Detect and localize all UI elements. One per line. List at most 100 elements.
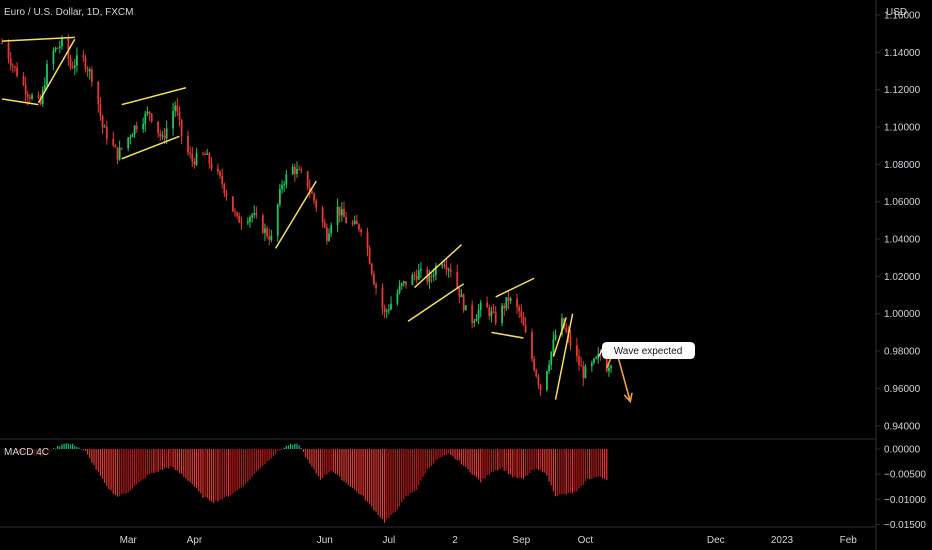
macd-bar <box>189 449 191 483</box>
macd-bar <box>307 449 309 460</box>
macd-bar <box>373 449 375 511</box>
candle-body <box>99 104 102 116</box>
candle-body <box>7 43 10 60</box>
candle-body <box>387 309 390 311</box>
macd-bar <box>108 449 110 490</box>
macd-bar <box>213 449 215 503</box>
macd-bar <box>185 449 187 479</box>
macd-bar <box>266 449 268 462</box>
macd-bar <box>249 449 251 480</box>
macd-bar <box>219 449 221 500</box>
candle-body <box>432 274 435 277</box>
candle-body <box>417 270 420 280</box>
candle-body <box>54 47 57 51</box>
candle-body <box>462 294 465 311</box>
macd-bar <box>351 449 354 489</box>
macd-bar <box>210 449 213 502</box>
macd-bar <box>445 449 448 455</box>
macd-bar <box>569 449 572 493</box>
candle-body <box>193 161 196 165</box>
macd-bar <box>450 449 452 455</box>
candle-body <box>88 69 91 72</box>
macd-bar <box>324 449 326 475</box>
candle-body <box>390 303 392 310</box>
macd-bar <box>392 449 394 514</box>
macd-title[interactable]: MACD 4C <box>4 447 49 458</box>
macd-bar <box>416 449 418 490</box>
candle-body <box>441 264 444 266</box>
macd-bar <box>67 443 69 450</box>
macd-bar <box>559 449 561 495</box>
macd-title-bg <box>0 444 52 457</box>
candle-body <box>456 271 459 289</box>
macd-bar <box>467 449 469 470</box>
macd-bar <box>424 449 426 474</box>
candle-body <box>9 59 12 66</box>
candle-body <box>253 213 256 215</box>
candle-body <box>400 283 403 287</box>
trendline <box>495 277 535 298</box>
candle-body <box>503 305 506 309</box>
macd-bar <box>574 449 576 492</box>
macd-bar <box>488 449 490 475</box>
macd-bar <box>262 449 264 466</box>
macd-bar <box>57 445 59 450</box>
macd-bar <box>326 449 328 475</box>
candle-body <box>398 286 401 293</box>
candle-body <box>157 121 160 133</box>
candle-body <box>221 175 224 184</box>
candle-body <box>475 318 478 322</box>
macd-bar <box>99 449 102 476</box>
macd-bar <box>552 449 554 492</box>
time-axis[interactable]: Mar Apr Jun Jul 2 Sep Oct Dec 2023 Feb <box>120 535 858 546</box>
macd-bar <box>396 449 399 510</box>
candle-body <box>473 321 476 324</box>
candle-body <box>434 265 437 275</box>
macd-bar <box>309 449 311 464</box>
candle-body <box>112 138 115 146</box>
macd-bar <box>539 449 542 470</box>
macd-bar <box>484 449 486 479</box>
macd-bar <box>247 449 249 482</box>
macd-bar <box>163 449 166 469</box>
candle-body <box>16 67 18 77</box>
macd-bar <box>251 449 253 477</box>
candle-body <box>524 325 527 333</box>
price-axis[interactable]: 1.16000 1.14000 1.12000 1.10000 1.08000 1.060… <box>876 10 921 432</box>
candle-body <box>261 215 264 233</box>
macd-bar <box>443 449 446 456</box>
candle-body <box>405 281 407 285</box>
macd-bar <box>74 445 76 450</box>
drawing-layer[interactable] <box>2 36 633 404</box>
macd-bar <box>112 449 114 494</box>
price-tick-label: 0.98000 <box>884 347 921 358</box>
candle-body <box>246 221 249 223</box>
macd-bar <box>349 449 351 487</box>
macd-bar <box>595 449 597 478</box>
candle-body <box>84 57 87 70</box>
candle-body <box>234 211 236 213</box>
symbol-title[interactable]: Euro / U.S. Dollar, 1D, FXCM <box>4 7 133 18</box>
macd-bar <box>561 449 563 495</box>
macd-bar <box>279 449 281 451</box>
macd-bar <box>187 449 189 481</box>
price-pane[interactable] <box>1 34 612 397</box>
macd-bar <box>599 449 601 477</box>
price-tick-label: 0.94000 <box>884 421 921 432</box>
macd-bar <box>315 449 317 474</box>
macd-axis[interactable]: 0.00000 −0.00500 −0.01000 −0.01500 <box>876 445 926 531</box>
candle-body <box>163 135 166 139</box>
macd-bar <box>452 449 454 457</box>
candle-body <box>133 125 136 135</box>
price-tick-label: 1.04000 <box>884 235 921 246</box>
macd-bar <box>76 446 78 450</box>
macd-bar <box>87 449 89 455</box>
macd-bar <box>386 449 388 520</box>
annotation-callout[interactable]: Wave expected <box>597 342 695 360</box>
macd-bar <box>104 449 106 483</box>
candle-body <box>217 168 219 172</box>
currency-label: USD <box>886 7 907 18</box>
candle-body <box>531 332 533 359</box>
candle-body <box>554 334 557 340</box>
